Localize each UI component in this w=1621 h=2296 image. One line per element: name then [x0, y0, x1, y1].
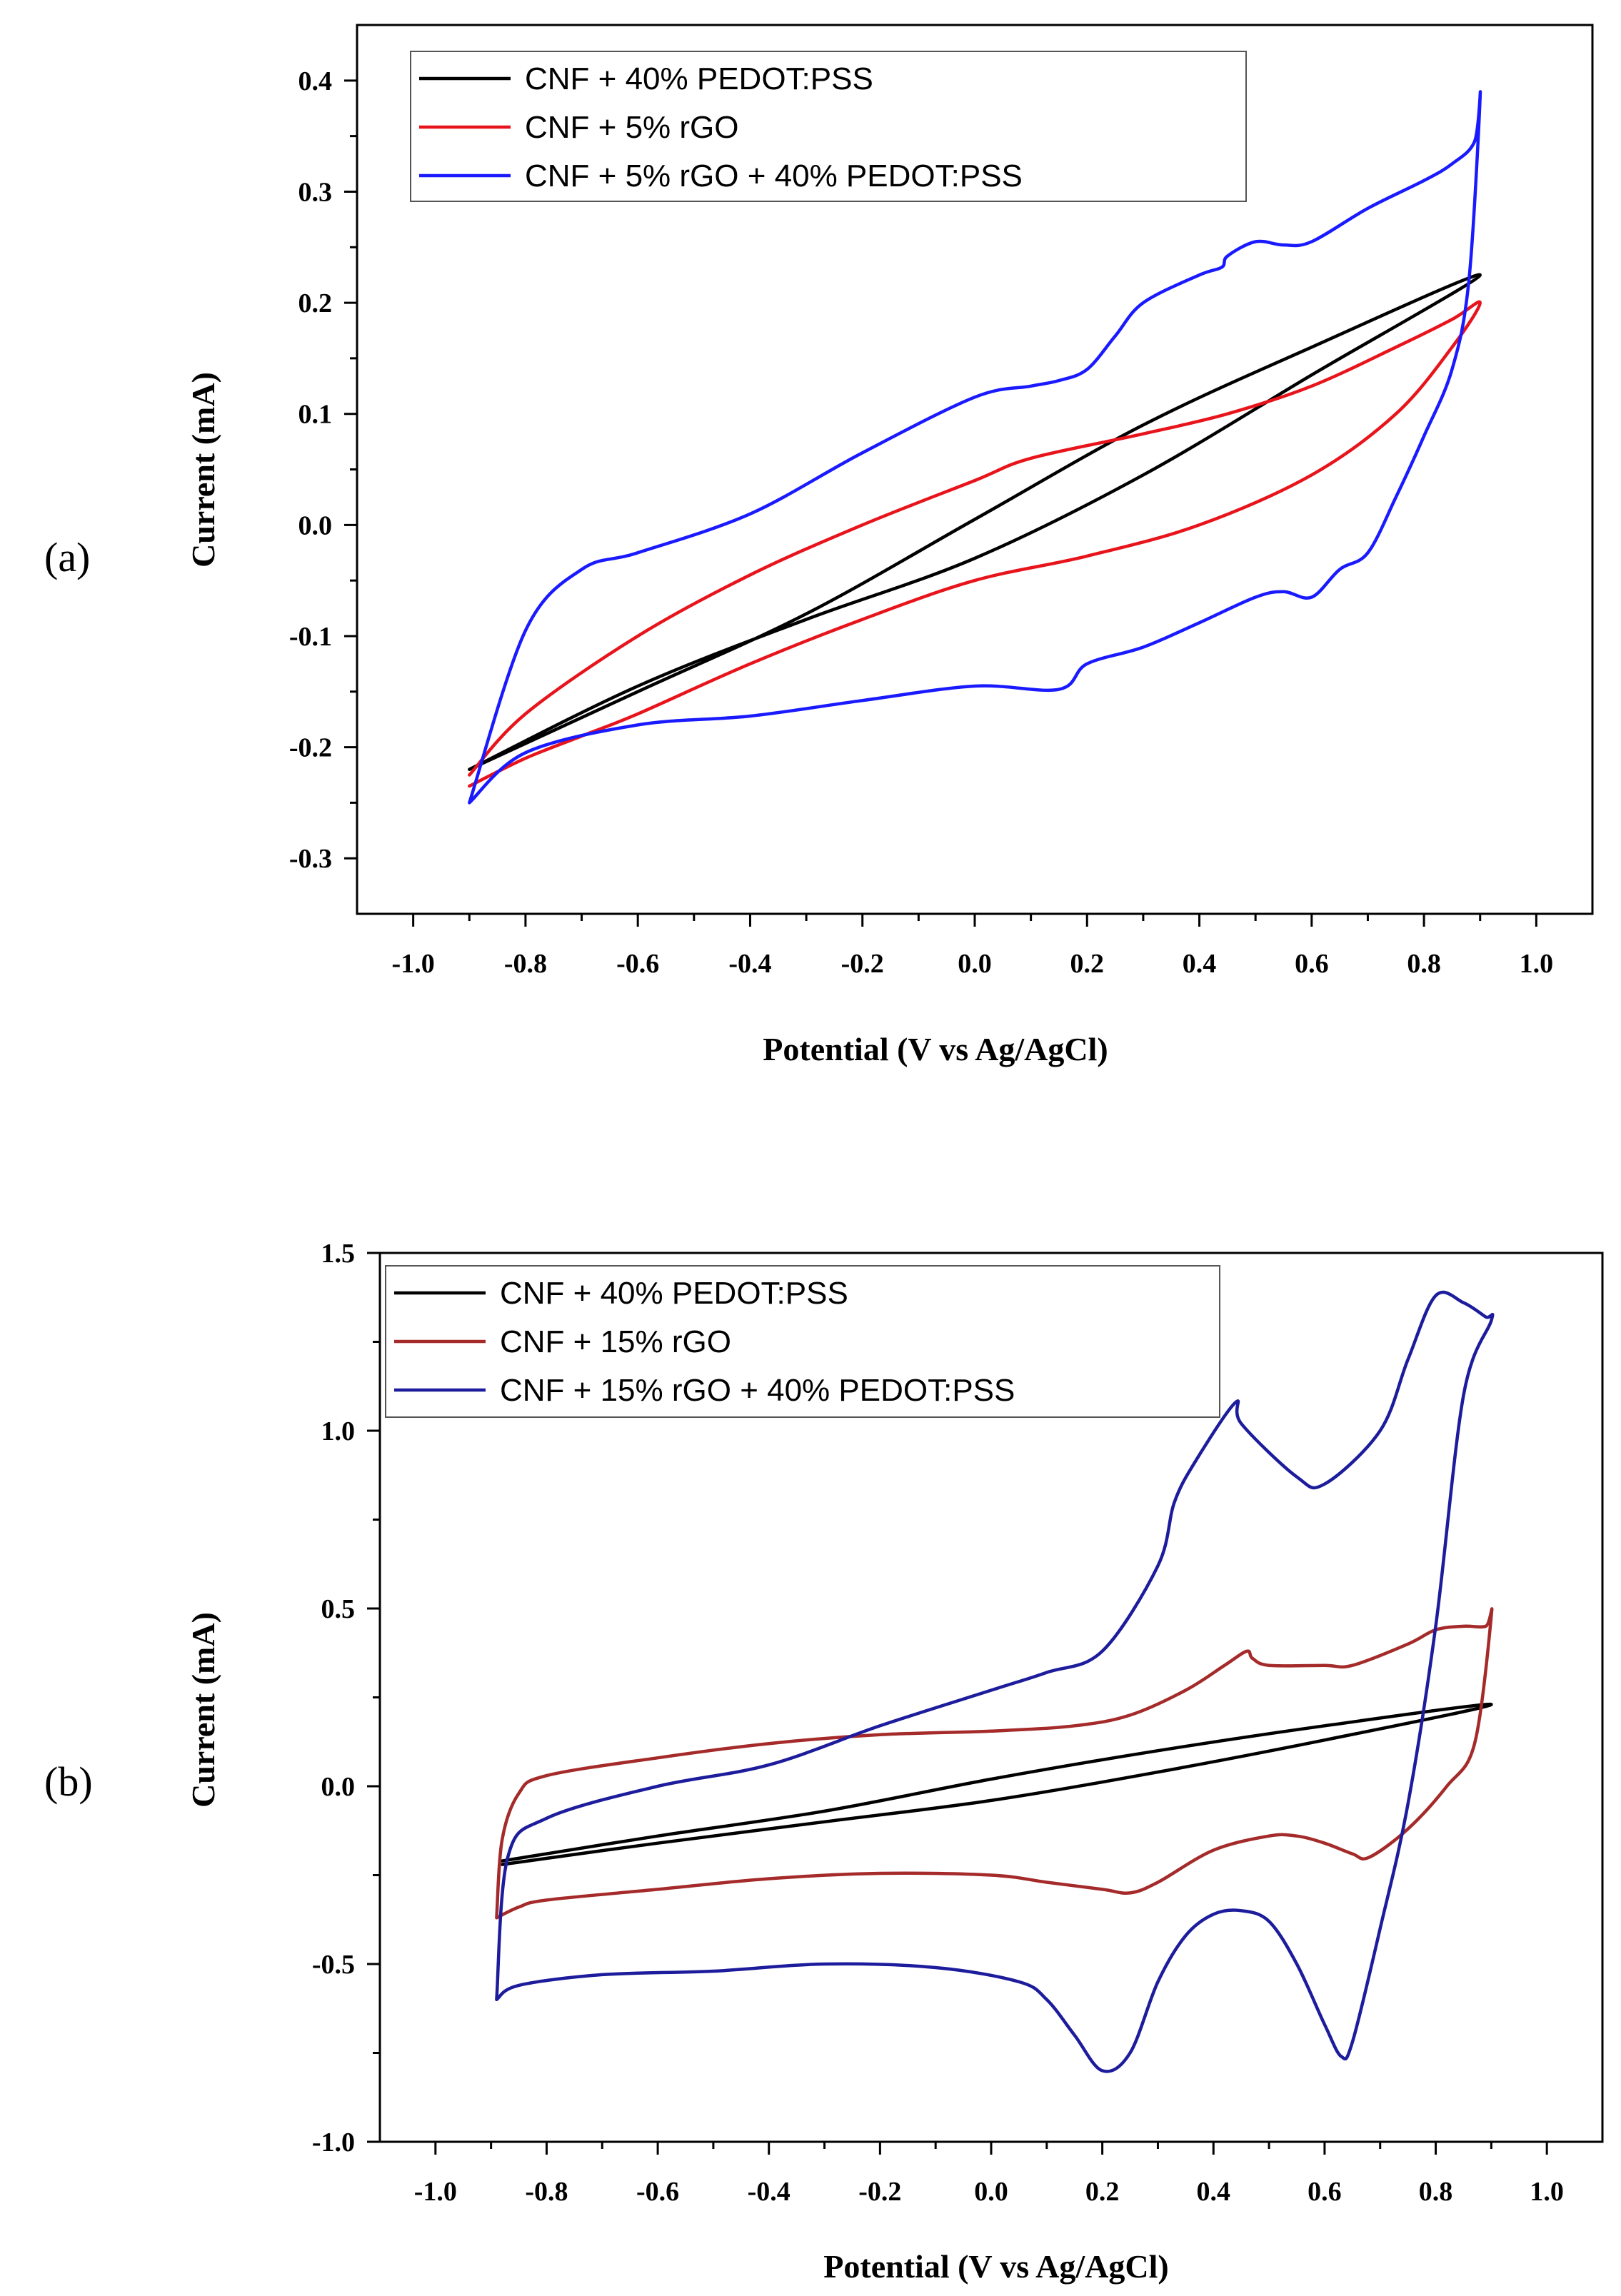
y-tick-label: 0.0	[321, 1772, 356, 1802]
y-axis-title-b: Current (mA)	[185, 1612, 221, 1808]
y-tick-label: -1.0	[312, 2128, 355, 2157]
x-tick-label: -1.0	[392, 949, 435, 979]
legend-box	[385, 1265, 1220, 1418]
x-tick-label: -0.2	[858, 2177, 901, 2207]
legend-a: CNF + 40% PEDOT:PSS CNF + 5% rGO CNF + 5% …	[410, 51, 1247, 202]
x-tick-label: -0.2	[841, 949, 884, 979]
series-group-b	[495, 1290, 1495, 2073]
legend-b: CNF + 40% PEDOT:PSS CNF + 15% rGO CNF + 15…	[385, 1265, 1220, 1418]
chart-panel-a: -1.0 -0.8 -0.6 -0.4 -0.2 0.0 0.2 0.4 0.6 0.8 1.0 -0…	[185, 24, 1594, 1067]
y-tick-label: 0.5	[321, 1594, 356, 1624]
y-tick-label: -0.1	[289, 622, 332, 652]
legend-label: CNF + 15% rGO + 40% PEDOT:PSS	[500, 1373, 1015, 1408]
legend-label: CNF + 5% rGO	[525, 110, 739, 145]
series-line-1	[468, 273, 1482, 771]
x-tick-label: -0.4	[748, 2177, 791, 2207]
x-tick-label: 0.6	[1308, 2177, 1342, 2207]
y-tick-label: 0.4	[298, 66, 333, 96]
panel-label-a: (a)	[44, 534, 90, 580]
y-tick-label: 0.3	[298, 177, 333, 207]
chart-panel-b: -1.0 -0.8 -0.6 -0.4 -0.2 0.0 0.2 0.4 0.6 0.8 1.0 -1…	[185, 1239, 1604, 2285]
x-tick-label: 0.8	[1419, 2177, 1453, 2207]
y-tick-label: 0.0	[298, 510, 333, 540]
panel-label-b: (b)	[44, 1758, 93, 1805]
y-axis-title-a: Current (mA)	[185, 372, 221, 568]
y-tick-label: -0.3	[289, 844, 332, 874]
legend-box	[410, 51, 1247, 202]
x-axis-title-a: Potential (V vs Ag/AgCl)	[763, 1031, 1108, 1067]
x-tick-label: -0.6	[616, 949, 659, 979]
y-tick-label: 0.1	[298, 400, 333, 430]
legend-label: CNF + 5% rGO + 40% PEDOT:PSS	[525, 158, 1023, 193]
x-tick-label: -0.4	[728, 949, 771, 979]
x-tick-label: 0.2	[1070, 949, 1105, 979]
y-tick-label: -0.2	[289, 733, 332, 763]
y-tick-label: 1.0	[321, 1416, 356, 1446]
x-tick-label: 0.0	[958, 949, 992, 979]
axis-ticks-b: -1.0 -0.8 -0.6 -0.4 -0.2 0.0 0.2 0.4 0.6 0.8 1.0 -1…	[312, 1239, 1564, 2207]
legend-label: CNF + 15% rGO	[500, 1324, 731, 1359]
x-tick-label: 1.0	[1530, 2177, 1564, 2207]
y-tick-label: -0.5	[312, 1950, 355, 1980]
series-line-2	[468, 300, 1482, 788]
y-tick-label: 1.5	[321, 1239, 356, 1269]
x-tick-label: -0.8	[525, 2177, 568, 2207]
series-line-2	[495, 1607, 1494, 1920]
series-group-a	[468, 90, 1482, 805]
y-tick-label: 0.2	[298, 288, 333, 318]
series-line-3	[495, 1290, 1495, 2073]
x-tick-label: 0.0	[974, 2177, 1008, 2207]
x-tick-label: 0.4	[1183, 949, 1217, 979]
legend-label: CNF + 40% PEDOT:PSS	[525, 61, 873, 96]
x-tick-label: 0.8	[1407, 949, 1441, 979]
series-line-1	[500, 1702, 1493, 1866]
legend-label: CNF + 40% PEDOT:PSS	[500, 1276, 848, 1311]
x-tick-label: -1.0	[414, 2177, 457, 2207]
x-tick-label: 0.6	[1295, 949, 1329, 979]
series-line-3	[468, 90, 1482, 805]
x-tick-label: -0.6	[636, 2177, 679, 2207]
x-tick-label: 0.2	[1085, 2177, 1120, 2207]
x-tick-label: 1.0	[1520, 949, 1554, 979]
x-tick-label: 0.4	[1197, 2177, 1231, 2207]
axis-ticks-a: -1.0 -0.8 -0.6 -0.4 -0.2 0.0 0.2 0.4 0.6 0.8 1.0 -0…	[289, 66, 1553, 979]
x-axis-title-b: Potential (V vs Ag/AgCl)	[823, 2248, 1168, 2285]
x-tick-label: -0.8	[504, 949, 547, 979]
